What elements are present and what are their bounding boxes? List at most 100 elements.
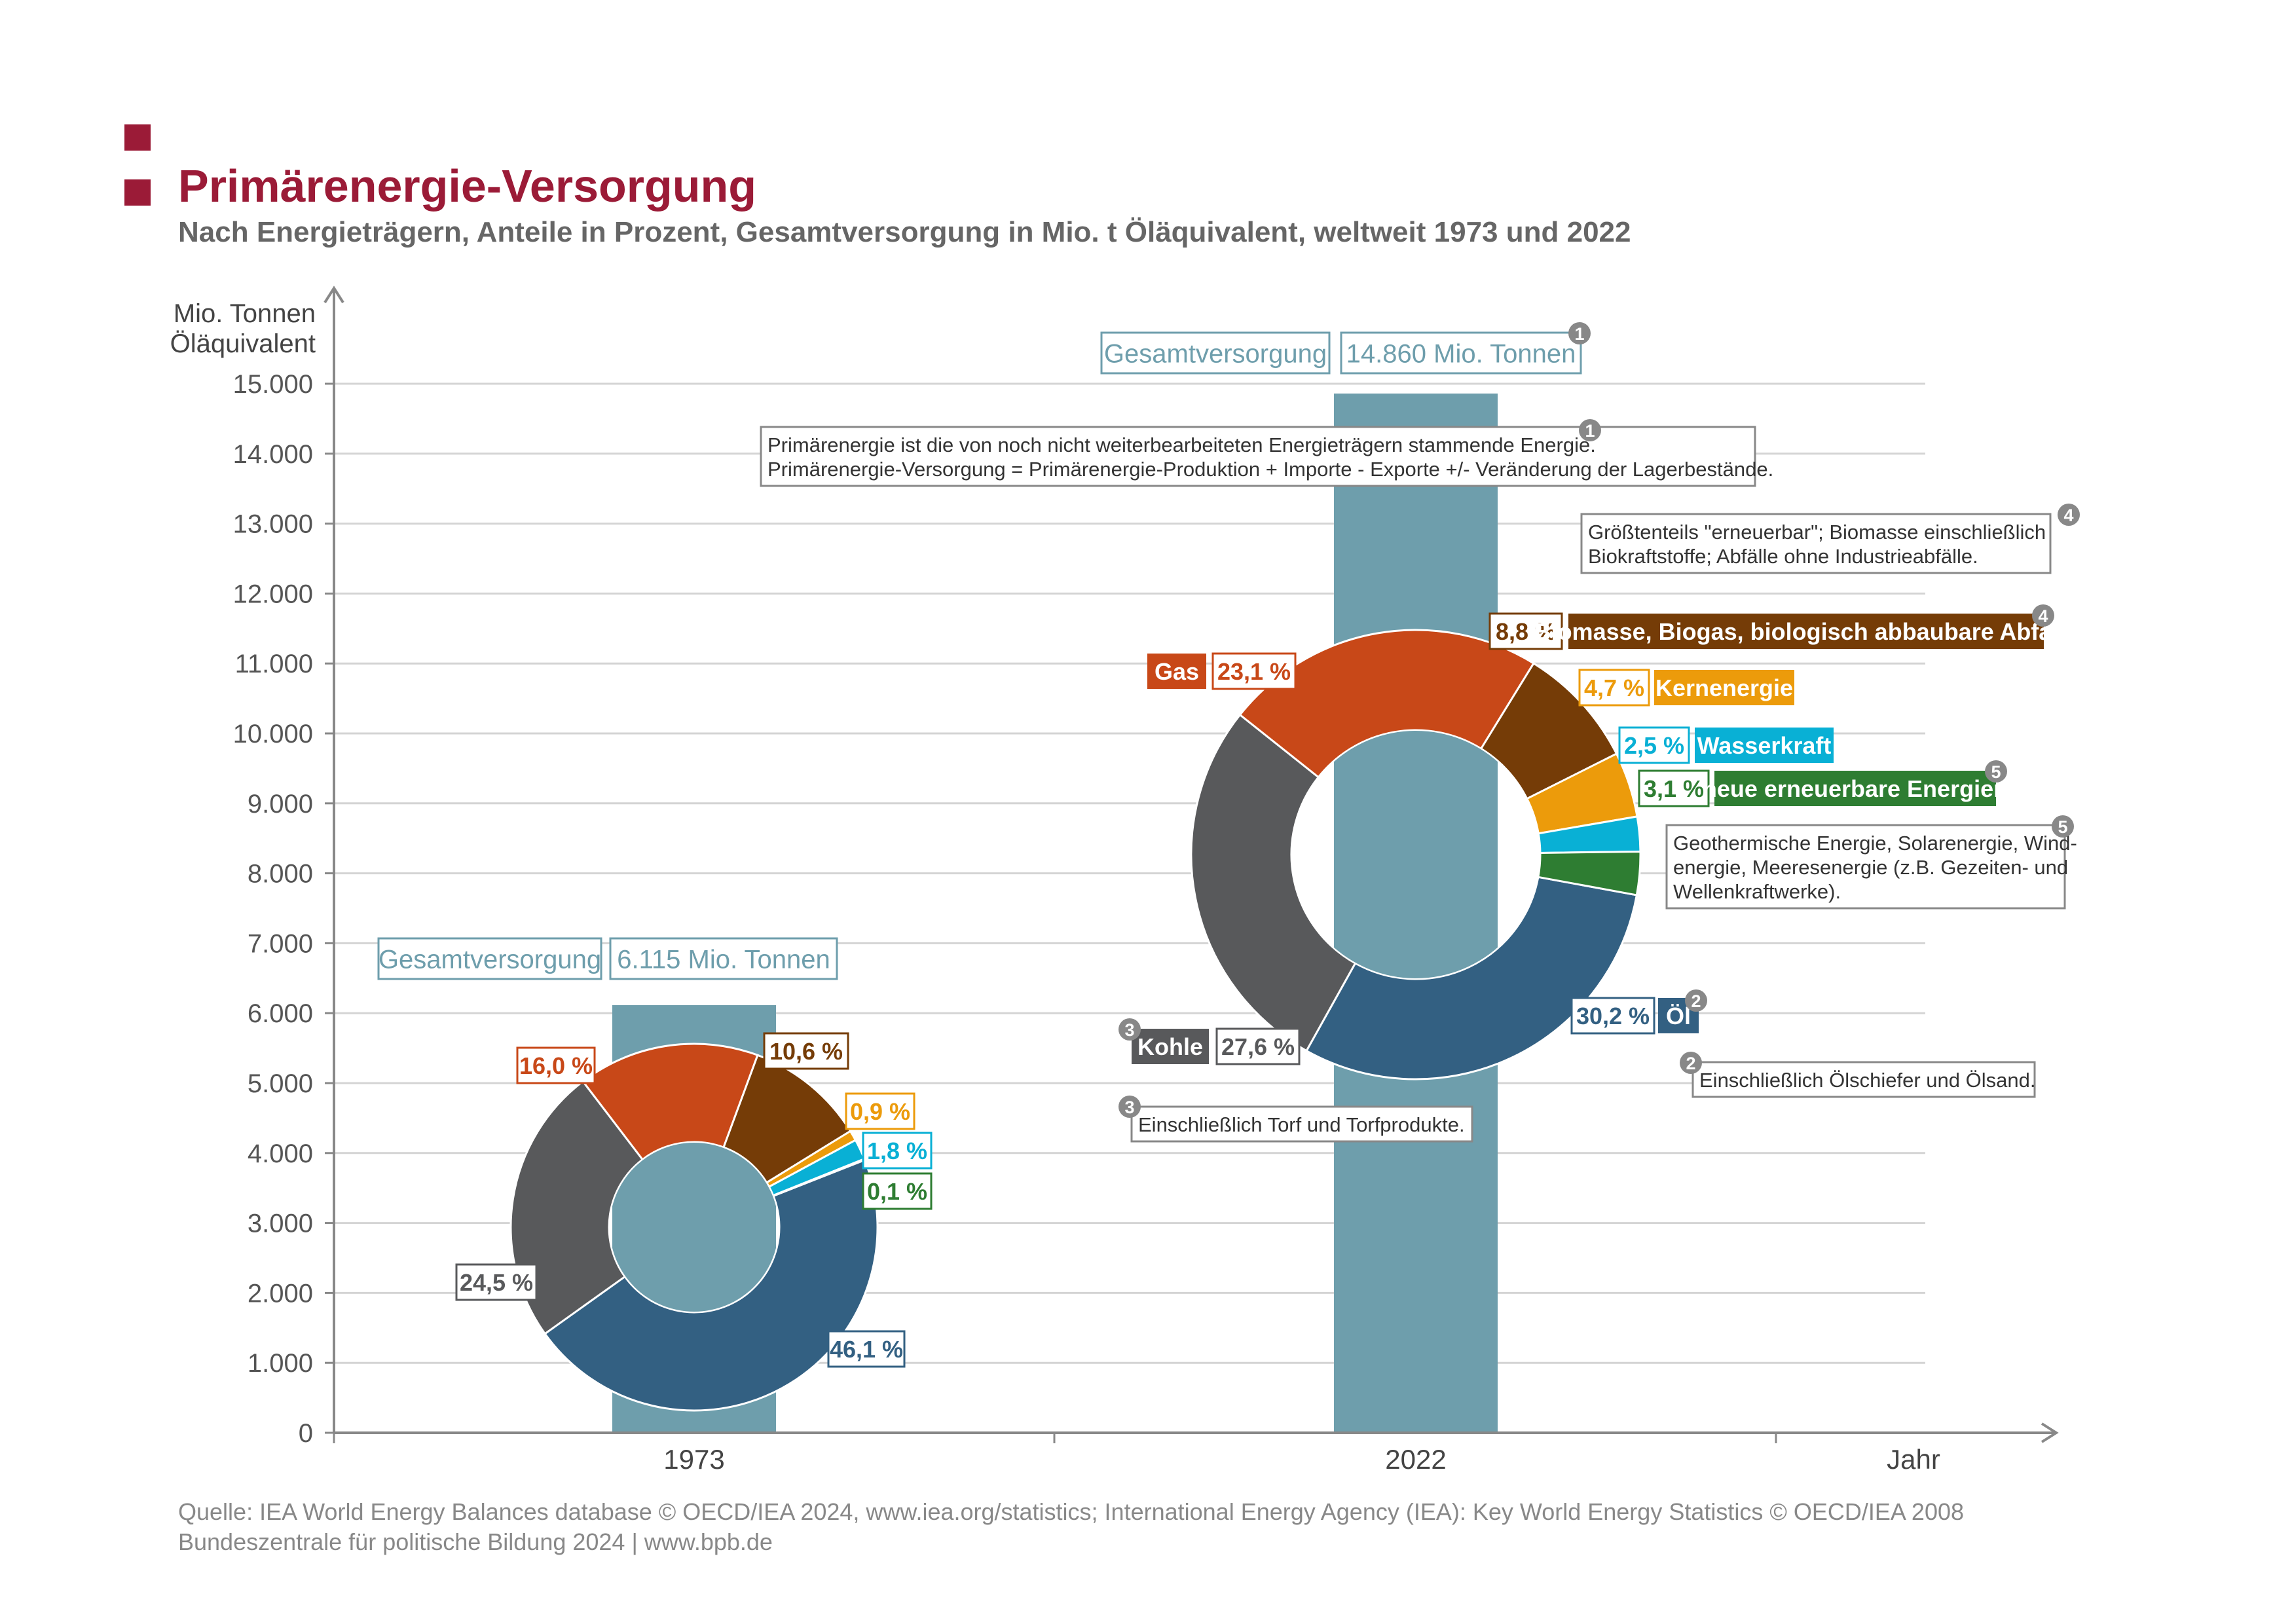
footnote-3-line-1: Einschließlich Torf und Torfprodukte. (1138, 1113, 1465, 1136)
donut-slice-2022-1 (1190, 713, 1357, 1052)
y-tick-label: 13.000 (233, 510, 313, 539)
header-square-top (124, 124, 151, 151)
label-1973-hydro-box (862, 1132, 933, 1170)
total-2022-value-box (1340, 331, 1582, 375)
badge-2-oil: 2 (1691, 991, 1701, 1011)
y-tick-label: 7.000 (248, 929, 313, 958)
badge-1-total-circle (1568, 322, 1591, 344)
total-2022-label-box (1100, 331, 1331, 375)
donut-slice-1973-1 (509, 1080, 644, 1335)
badge-2-oil-circle (1685, 989, 1707, 1012)
total-2022-label: Gesamtversorgung (1104, 339, 1327, 368)
badge-4-note: 4 (2063, 506, 2073, 525)
y-tick-label: 9.000 (248, 790, 313, 819)
label-2022-hydro-box (1618, 726, 1690, 764)
label-2022-biomass: 8,8 % (1496, 618, 1556, 645)
legend-renewables: neue erneuerbare Energien (1703, 775, 2008, 802)
footnote-4-line-2: Biokraftstoffe; Abfälle ohne Industrieab… (1588, 545, 1978, 568)
badge-5-renewables: 5 (1991, 762, 2001, 782)
donut-slice-1973-0 (544, 1158, 879, 1412)
x-tick-label: 1973 (663, 1444, 724, 1475)
legend-biomass: Biomasse, Biogas, biologisch abbaubare A… (1534, 618, 2079, 645)
label-2022-renewables: 3,1 % (1644, 775, 1704, 802)
y-tick-label: 6.000 (248, 999, 313, 1028)
y-axis-arrow (323, 286, 344, 304)
y-tick-label: 14.000 (233, 440, 313, 469)
footnote-1-line-2: Primärenergie-Versorgung = Primärenergie… (767, 458, 1773, 481)
badge-5-note: 5 (2058, 817, 2067, 837)
legend-coal: Kohle (1137, 1033, 1203, 1060)
label-2022-gas-box (1211, 652, 1297, 690)
x-tick-label: 2022 (1385, 1444, 1446, 1475)
legend-hydro-box (1695, 728, 1834, 763)
source-line-2: Bundeszentrale für politische Bildung 20… (178, 1528, 773, 1555)
badge-1-total: 1 (1574, 324, 1584, 344)
legend-oil: Öl (1666, 1003, 1691, 1029)
footnote-2-line-1: Einschließlich Ölschiefer und Ölsand. (1699, 1069, 2035, 1092)
header-square-bottom (124, 179, 151, 206)
label-1973-nuclear: 0,9 % (850, 1098, 910, 1125)
footnote-5-line-1: Geothermische Energie, Solarenergie, Win… (1673, 832, 2077, 855)
badge-5-renewables-circle (1985, 760, 2007, 783)
footnote-2-box (1691, 1061, 2036, 1098)
label-1973-hydro: 1,8 % (867, 1137, 927, 1164)
footnote-1-line-1: Primärenergie ist die von noch nicht wei… (767, 434, 1596, 456)
y-tick-label: 11.000 (235, 650, 313, 678)
legend-hydro: Wasserkraft (1697, 732, 1832, 759)
y-tick-label: 10.000 (233, 720, 313, 748)
label-1973-oil-box (827, 1330, 906, 1368)
footnote-5-line-3: Wellenkraftwerke). (1673, 880, 1841, 903)
donut-slice-1973-2 (582, 1043, 759, 1161)
legend-biomass-box (1568, 614, 2044, 649)
label-2022-oil: 30,2 % (1576, 1003, 1650, 1029)
label-2022-nuclear: 4,7 % (1584, 674, 1644, 701)
legend-nuclear-box (1654, 670, 1794, 705)
badge-2-note-circle (1680, 1052, 1702, 1074)
total-1973-value-box (609, 937, 838, 980)
label-1973-oil: 46,1 % (830, 1336, 903, 1363)
badge-3-coal: 3 (1124, 1020, 1134, 1040)
bar-in-hole-1973 (612, 1143, 776, 1312)
label-1973-nuclear-box (845, 1092, 915, 1130)
bar-in-hole-2022 (1334, 731, 1498, 978)
label-1973-coal: 24,5 % (460, 1269, 533, 1296)
footnote-5-line-2: energie, Meeresenergie (z.B. Gezeiten- u… (1673, 856, 2068, 879)
badge-1-note-circle (1579, 419, 1601, 441)
label-1973-biomass: 10,6 % (769, 1038, 843, 1065)
y-tick-label: 12.000 (233, 580, 313, 608)
total-1973-label: Gesamtversorgung (379, 945, 601, 974)
legend-renewables-box (1714, 771, 1996, 806)
total-1973-label-box (377, 937, 602, 980)
y-tick-label: 0 (299, 1419, 313, 1448)
label-2022-coal: 27,6 % (1221, 1033, 1295, 1060)
badge-3-note: 3 (1124, 1098, 1134, 1117)
y-tick-label: 3.000 (248, 1209, 313, 1238)
chart-title: Primärenergie-Versorgung (178, 160, 757, 212)
donut-slice-2022-2 (1238, 629, 1535, 779)
legend-gas: Gas (1155, 658, 1199, 685)
y-tick-label: 8.000 (248, 860, 313, 889)
badge-4-biomass: 4 (2038, 606, 2048, 626)
legend-nuclear: Kernenergie (1655, 674, 1793, 701)
total-2022-value: 14.860 Mio. Tonnen (1346, 339, 1576, 368)
x-axis-arrow (2041, 1422, 2059, 1443)
label-2022-coal-box (1215, 1027, 1301, 1065)
label-2022-renewables-box (1638, 769, 1710, 807)
y-tick-label: 4.000 (248, 1139, 313, 1168)
chart-subtitle: Nach Energieträgern, Anteile in Prozent,… (178, 216, 1631, 248)
badge-4-biomass-circle (2032, 604, 2054, 627)
label-2022-biomass-box (1488, 612, 1563, 650)
badge-1-note: 1 (1585, 421, 1595, 441)
label-1973-renewables: 0,1 % (867, 1178, 927, 1205)
legend-coal-box (1132, 1029, 1209, 1064)
y-axis-label-line1: Mio. Tonnen (174, 299, 316, 328)
label-2022-hydro: 2,5 % (1624, 732, 1684, 759)
footnote-3-box (1130, 1105, 1473, 1143)
label-1973-gas-box (516, 1046, 596, 1084)
total-1973-value: 6.115 Mio. Tonnen (617, 945, 830, 974)
badge-5-note-circle (2052, 815, 2074, 838)
badge-2-note: 2 (1686, 1054, 1695, 1073)
footnote-4-line-1: Größtenteils "erneuerbar"; Biomasse eins… (1588, 521, 2046, 544)
legend-gas-box (1147, 654, 1206, 689)
